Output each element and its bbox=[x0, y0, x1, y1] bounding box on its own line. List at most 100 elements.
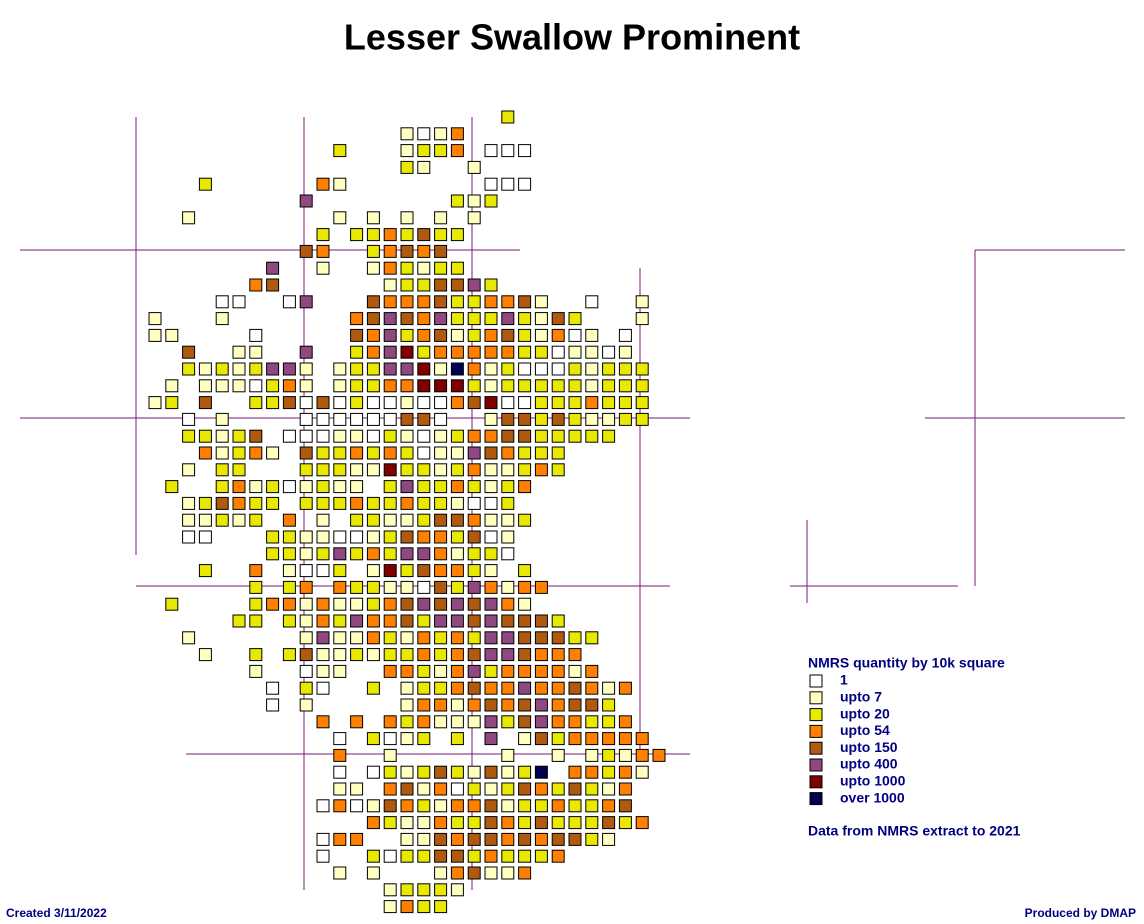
record-square bbox=[518, 832, 532, 846]
record-square bbox=[400, 564, 414, 578]
record-square bbox=[417, 244, 431, 258]
record-square bbox=[450, 446, 464, 460]
record-square bbox=[501, 429, 515, 443]
record-square bbox=[400, 480, 414, 494]
record-square bbox=[333, 564, 347, 578]
record-square bbox=[467, 849, 481, 863]
record-square bbox=[400, 429, 414, 443]
record-square bbox=[484, 379, 498, 393]
record-square bbox=[434, 295, 448, 309]
record-square bbox=[383, 446, 397, 460]
record-square bbox=[484, 412, 498, 426]
record-square bbox=[366, 564, 380, 578]
record-square bbox=[635, 748, 649, 762]
record-square bbox=[602, 698, 616, 712]
record-square bbox=[232, 513, 246, 527]
record-square bbox=[467, 631, 481, 645]
record-square bbox=[635, 732, 649, 746]
record-square bbox=[450, 278, 464, 292]
record-square bbox=[450, 648, 464, 662]
record-square bbox=[316, 480, 330, 494]
record-square bbox=[148, 312, 162, 326]
record-square bbox=[484, 345, 498, 359]
record-square bbox=[232, 463, 246, 477]
record-square bbox=[333, 631, 347, 645]
record-square bbox=[198, 496, 212, 510]
record-square bbox=[551, 312, 565, 326]
record-square bbox=[602, 832, 616, 846]
record-square bbox=[350, 496, 364, 510]
record-square bbox=[602, 715, 616, 729]
record-square bbox=[366, 328, 380, 342]
record-square bbox=[350, 614, 364, 628]
record-square bbox=[568, 412, 582, 426]
record-square bbox=[551, 782, 565, 796]
record-square bbox=[165, 396, 179, 410]
record-square bbox=[568, 328, 582, 342]
record-square bbox=[148, 328, 162, 342]
record-square bbox=[316, 799, 330, 813]
record-square bbox=[618, 412, 632, 426]
record-square bbox=[551, 849, 565, 863]
record-square bbox=[232, 362, 246, 376]
record-square bbox=[518, 715, 532, 729]
record-square bbox=[316, 631, 330, 645]
record-square bbox=[518, 328, 532, 342]
record-square bbox=[299, 547, 313, 561]
record-square bbox=[551, 396, 565, 410]
record-square bbox=[299, 463, 313, 477]
record-square bbox=[299, 362, 313, 376]
record-square bbox=[266, 681, 280, 695]
record-square bbox=[299, 681, 313, 695]
record-square bbox=[635, 816, 649, 830]
record-square bbox=[602, 816, 616, 830]
record-square bbox=[484, 396, 498, 410]
record-square bbox=[366, 530, 380, 544]
record-square bbox=[316, 849, 330, 863]
record-square bbox=[333, 396, 347, 410]
record-square bbox=[366, 261, 380, 275]
record-square bbox=[501, 446, 515, 460]
record-square bbox=[215, 513, 229, 527]
record-square bbox=[333, 412, 347, 426]
record-square bbox=[400, 832, 414, 846]
record-square bbox=[215, 412, 229, 426]
record-square bbox=[282, 362, 296, 376]
record-square bbox=[534, 412, 548, 426]
record-square bbox=[534, 715, 548, 729]
record-square bbox=[299, 664, 313, 678]
record-square bbox=[534, 681, 548, 695]
record-square bbox=[484, 648, 498, 662]
record-square bbox=[618, 765, 632, 779]
record-square bbox=[215, 295, 229, 309]
record-square bbox=[417, 765, 431, 779]
record-square bbox=[366, 244, 380, 258]
record-square bbox=[417, 564, 431, 578]
record-square bbox=[400, 782, 414, 796]
record-square bbox=[215, 312, 229, 326]
record-square bbox=[383, 328, 397, 342]
record-square bbox=[618, 799, 632, 813]
record-square bbox=[232, 496, 246, 510]
record-square bbox=[450, 144, 464, 158]
record-square bbox=[450, 832, 464, 846]
record-square bbox=[182, 463, 196, 477]
record-square bbox=[501, 782, 515, 796]
record-square bbox=[366, 513, 380, 527]
record-square bbox=[501, 597, 515, 611]
record-square bbox=[417, 715, 431, 729]
record-square bbox=[282, 480, 296, 494]
record-square bbox=[417, 849, 431, 863]
record-square bbox=[215, 480, 229, 494]
legend-label: upto 400 bbox=[840, 756, 898, 772]
record-square bbox=[316, 496, 330, 510]
record-square bbox=[417, 614, 431, 628]
record-square bbox=[518, 446, 532, 460]
record-square bbox=[333, 530, 347, 544]
record-square bbox=[618, 748, 632, 762]
record-square bbox=[450, 379, 464, 393]
record-square bbox=[450, 127, 464, 141]
record-square bbox=[232, 614, 246, 628]
record-square bbox=[417, 900, 431, 914]
record-square bbox=[400, 580, 414, 594]
